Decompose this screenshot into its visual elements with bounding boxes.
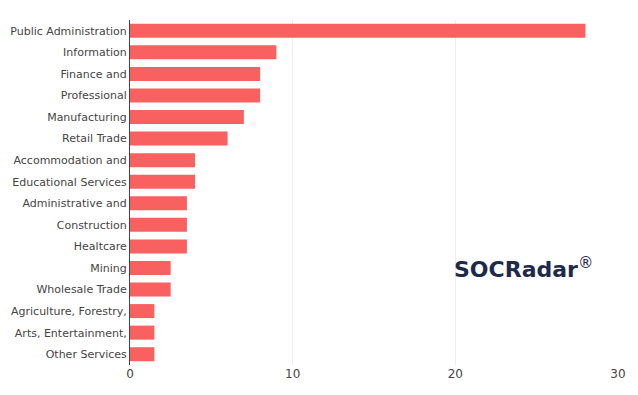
svg-text:Arts, Entertainment,: Arts, Entertainment, (15, 327, 127, 340)
svg-text:Finance and: Finance and (61, 68, 127, 81)
svg-text:Retail Trade: Retail Trade (62, 132, 127, 145)
svg-text:Mining: Mining (90, 262, 127, 275)
svg-text:Construction: Construction (57, 219, 127, 232)
svg-text:Administrative and: Administrative and (23, 197, 127, 210)
svg-text:Educational Services: Educational Services (12, 176, 127, 189)
svg-text:10: 10 (285, 367, 300, 381)
svg-text:20: 20 (448, 367, 463, 381)
svg-text:Manufacturing: Manufacturing (47, 111, 127, 124)
svg-text:Agriculture, Forestry,: Agriculture, Forestry, (11, 305, 127, 318)
svg-text:Information: Information (63, 46, 127, 59)
svg-text:0: 0 (126, 367, 134, 381)
svg-text:Healtcare: Healtcare (74, 240, 127, 253)
svg-text:Wholesale Trade: Wholesale Trade (36, 283, 127, 296)
svg-text:30: 30 (610, 367, 625, 381)
svg-text:Other Services: Other Services (46, 348, 127, 361)
svg-text:Professional: Professional (61, 89, 127, 102)
svg-text:Public Administration: Public Administration (10, 25, 127, 38)
svg-text:SOCRadar​®​: SOCRadar​®​ (454, 254, 593, 282)
svg-text:Accommodation and: Accommodation and (13, 154, 126, 167)
